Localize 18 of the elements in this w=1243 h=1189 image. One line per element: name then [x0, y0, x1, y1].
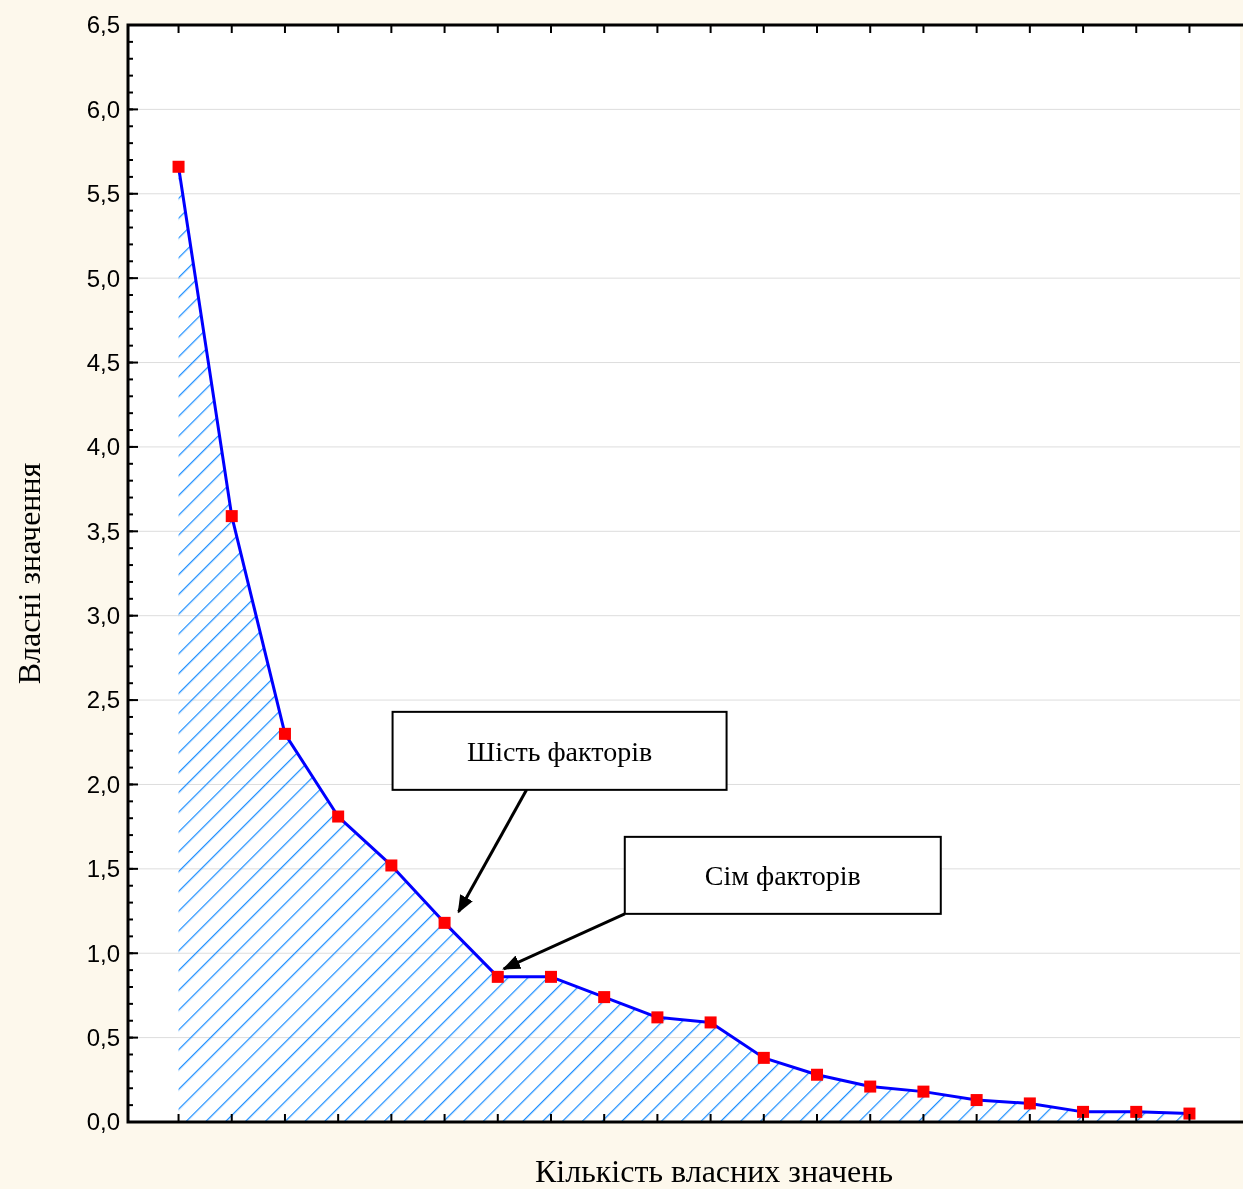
- y-tick-label: 5,5: [86, 180, 120, 208]
- y-tick-label: 4,5: [86, 348, 120, 376]
- y-tick-label: 0,5: [86, 1024, 120, 1052]
- y-tick-label: 6,0: [86, 95, 120, 123]
- annotation: Шість факторів: [467, 735, 653, 767]
- y-tick-label: 3,0: [86, 602, 120, 630]
- y-axis-title: Власні значення: [11, 462, 47, 685]
- y-tick-label: 1,0: [86, 939, 120, 967]
- y-tick-label: 4,0: [86, 433, 120, 461]
- y-tick-label: 5,0: [86, 264, 120, 292]
- y-tick-label: 2,5: [86, 686, 120, 714]
- y-tick-label: 6,5: [86, 11, 120, 39]
- y-tick-label: 1,5: [86, 855, 120, 883]
- x-axis-title: Кількість власних значень: [534, 1153, 894, 1189]
- y-tick-label: 2,0: [86, 770, 120, 798]
- y-tick-label: 0,0: [86, 1108, 120, 1136]
- y-tick-label: 3,5: [86, 517, 120, 545]
- annotation: Сім факторів: [704, 860, 861, 892]
